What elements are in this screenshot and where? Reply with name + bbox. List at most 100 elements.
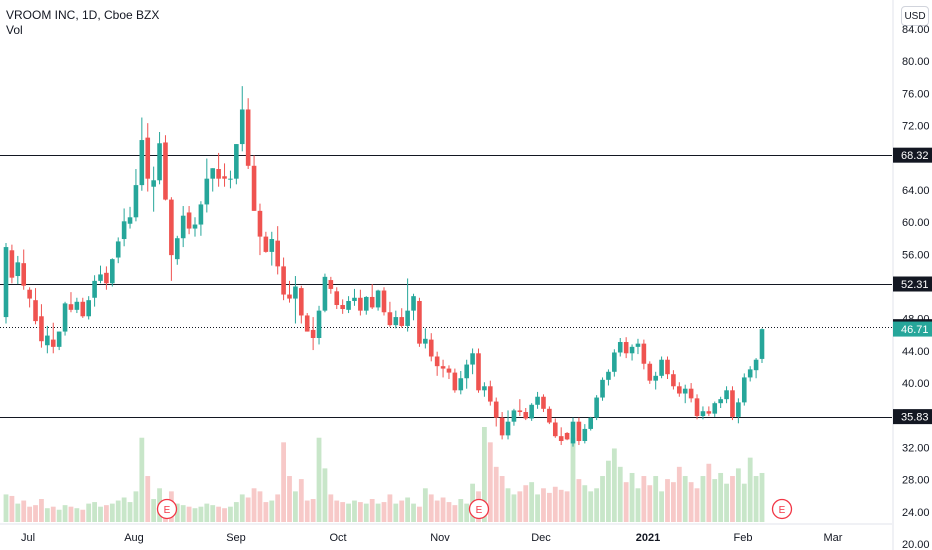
candle-body xyxy=(281,266,286,295)
volume-bar xyxy=(239,494,245,522)
volume-bar xyxy=(287,476,292,522)
candle-body xyxy=(694,398,700,417)
volume-bar xyxy=(694,488,700,522)
candle-body xyxy=(440,366,446,369)
price-tick-label: 56.00 xyxy=(902,249,930,261)
candle-body xyxy=(163,142,168,200)
candle-body xyxy=(27,289,32,299)
volume-bar xyxy=(676,466,682,522)
candle-body xyxy=(293,286,298,299)
volume-bar xyxy=(62,505,68,522)
volume-bar xyxy=(328,494,334,522)
candle-body xyxy=(647,363,653,381)
candle-body xyxy=(9,250,15,278)
volume-bar xyxy=(363,503,369,522)
volume-bar xyxy=(582,485,588,522)
candle-body xyxy=(263,236,269,252)
price-tick-label: 76.00 xyxy=(902,88,930,100)
volume-bar xyxy=(517,491,523,522)
candle-body xyxy=(157,143,162,181)
volume-bar xyxy=(594,488,600,522)
volume-bar xyxy=(405,497,411,522)
volume-bar xyxy=(316,437,322,522)
volume-bar xyxy=(665,479,670,522)
candle-body xyxy=(623,342,629,354)
candle-body xyxy=(210,168,216,179)
candle-body xyxy=(45,335,50,346)
volume-bar xyxy=(334,500,340,522)
volume-bar xyxy=(617,466,623,522)
earnings-marker[interactable]: E xyxy=(156,498,178,520)
volume-bar xyxy=(210,505,216,522)
volume-bar xyxy=(541,488,546,522)
volume-bar xyxy=(499,476,505,522)
candle-body xyxy=(606,371,611,380)
level-price-tag-bg xyxy=(893,276,932,292)
volume-indicator-label[interactable]: Vol xyxy=(6,23,23,37)
candle-body xyxy=(133,185,139,218)
candle-body xyxy=(470,353,475,365)
price-tick-label: 64.00 xyxy=(902,185,930,197)
candle-body xyxy=(411,296,416,311)
price-tick-label: 24.00 xyxy=(902,507,930,519)
candle-body xyxy=(245,109,251,166)
volume-bar xyxy=(275,494,281,522)
candle-body xyxy=(363,296,369,311)
candle-body xyxy=(74,301,80,310)
volume-bar xyxy=(558,489,564,522)
candle-body xyxy=(328,280,334,289)
volume-bar xyxy=(623,482,629,522)
volume-bar xyxy=(641,476,647,522)
volume-bar xyxy=(346,503,351,522)
time-tick-label: Oct xyxy=(329,532,346,544)
candle-body xyxy=(482,386,487,391)
candle-body xyxy=(505,421,511,436)
candle-body xyxy=(186,212,192,229)
volume-bar xyxy=(174,503,180,522)
candle-body xyxy=(576,421,582,441)
time-tick-label: Dec xyxy=(531,532,551,544)
volume-bar xyxy=(747,457,753,522)
candle-body xyxy=(275,240,280,267)
candle-body xyxy=(92,280,97,298)
price-tick-label: 44.00 xyxy=(902,346,930,358)
candle-body xyxy=(3,247,9,318)
volume-bar xyxy=(452,505,458,522)
time-tick-label: Jul xyxy=(21,532,35,544)
candle-body xyxy=(316,310,322,338)
level-price-tag-bg xyxy=(893,409,932,425)
candle-body xyxy=(423,338,428,344)
candle-body xyxy=(570,421,576,444)
candle-body xyxy=(629,346,635,354)
volume-bar xyxy=(133,491,139,522)
volume-bar xyxy=(92,502,97,522)
svg-text:E: E xyxy=(779,505,786,516)
candle-body xyxy=(50,339,56,347)
time-tick-label: Nov xyxy=(430,532,450,544)
candle-body xyxy=(115,241,121,258)
volume-bar xyxy=(145,476,151,522)
earnings-marker[interactable]: E xyxy=(468,498,490,520)
volume-bar xyxy=(228,506,233,522)
price-tick-label: 72.00 xyxy=(902,121,930,133)
candle-body xyxy=(180,215,186,239)
volume-bar xyxy=(115,500,121,522)
candle-body xyxy=(417,300,422,344)
candle-body xyxy=(151,180,156,187)
candle-body xyxy=(204,178,210,205)
volume-bar xyxy=(121,497,127,522)
volume-bar xyxy=(9,495,15,522)
candle-body xyxy=(299,288,304,316)
volume-bar xyxy=(192,508,198,522)
currency-button[interactable]: USD xyxy=(901,6,929,26)
candle-body xyxy=(239,109,245,145)
volume-bar xyxy=(180,505,186,522)
candle-body xyxy=(216,169,221,179)
volume-bar xyxy=(688,482,694,522)
price-tick-label: 20.00 xyxy=(902,539,930,550)
earnings-marker[interactable]: E xyxy=(771,498,793,520)
candle-body xyxy=(541,396,546,409)
time-tick-label: Feb xyxy=(734,532,753,544)
level-price-tag: 52.31 xyxy=(901,279,929,291)
